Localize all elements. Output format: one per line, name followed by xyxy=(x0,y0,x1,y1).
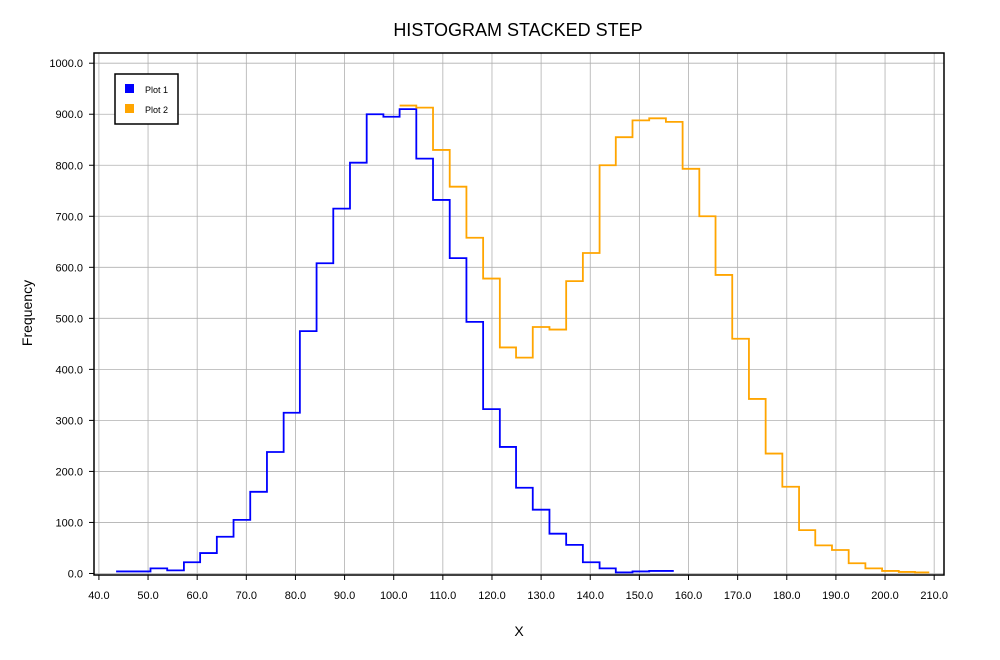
plot-frame xyxy=(93,52,945,576)
series-step-line-1 xyxy=(116,108,674,574)
x-tick-label: 100.0 xyxy=(380,590,408,602)
y-tick-label: 900.0 xyxy=(55,109,83,121)
x-tick-label: 140.0 xyxy=(576,590,604,602)
x-tick-label: 200.0 xyxy=(871,590,899,602)
y-tick-label: 400.0 xyxy=(55,364,83,376)
x-tick-label: 90.0 xyxy=(334,590,355,602)
y-tick-label: 300.0 xyxy=(55,415,83,427)
y-tick-label: 700.0 xyxy=(55,211,83,223)
x-tick-label: 50.0 xyxy=(137,590,158,602)
x-tick-label: 150.0 xyxy=(626,590,654,602)
x-tick-label: 130.0 xyxy=(527,590,555,602)
x-tick-label: 110.0 xyxy=(429,590,456,602)
y-tick-label: 100.0 xyxy=(55,517,83,529)
y-axis-label: Frequency xyxy=(19,280,35,346)
x-tick-label: 160.0 xyxy=(675,590,703,602)
x-tick-label: 210.0 xyxy=(920,590,948,602)
y-tick-label: 600.0 xyxy=(55,262,83,274)
legend-swatch-plot-2 xyxy=(125,104,134,113)
y-tick-label: 1000.0 xyxy=(49,58,83,70)
grid-lines xyxy=(94,53,944,575)
legend-label-plot-1: Plot 1 xyxy=(145,85,168,95)
x-tick-label: 170.0 xyxy=(724,590,752,602)
y-tick-label: 800.0 xyxy=(55,160,83,172)
chart-title: HISTOGRAM STACKED STEP xyxy=(393,20,642,40)
x-axis-label: X xyxy=(514,623,524,639)
legend: Plot 1 Plot 2 xyxy=(114,73,179,125)
legend-swatch-plot-1 xyxy=(125,84,134,93)
x-tick-label: 120.0 xyxy=(478,590,506,602)
legend-label-plot-2: Plot 2 xyxy=(145,105,168,115)
x-tick-label: 70.0 xyxy=(236,590,257,602)
y-tick-label: 500.0 xyxy=(55,313,83,325)
x-tick-label: 40.0 xyxy=(88,590,109,602)
series-layer xyxy=(116,104,930,574)
legend-box xyxy=(114,73,179,125)
x-tick-label: 60.0 xyxy=(186,590,207,602)
y-tick-label: 0.0 xyxy=(68,568,83,580)
x-tick-label: 80.0 xyxy=(285,590,306,602)
y-tick-label: 200.0 xyxy=(55,466,83,478)
x-tick-label: 180.0 xyxy=(773,590,801,602)
x-tick-label: 190.0 xyxy=(822,590,850,602)
axis-ticks: 40.0 50.0 60.0 70.0 80.0 90.0 100.0 110.0 120.0 1… xyxy=(49,58,948,602)
series-step-line-2 xyxy=(399,104,930,574)
